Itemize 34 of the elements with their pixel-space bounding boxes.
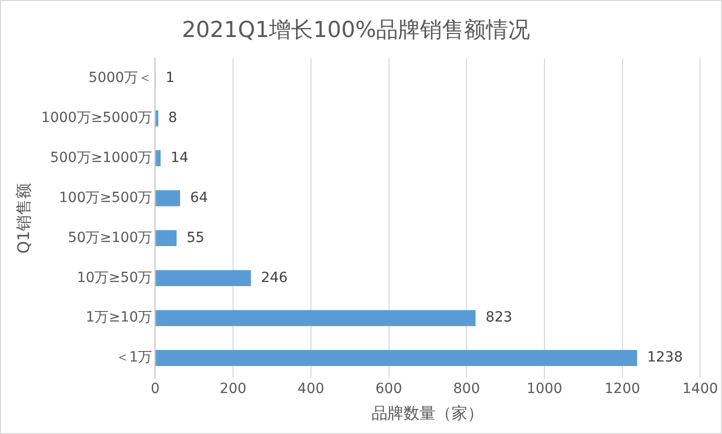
x-tick-label: 1200 xyxy=(604,381,640,398)
data-label: 14 xyxy=(170,150,189,166)
x-tick-label: 1000 xyxy=(526,381,562,398)
x-tick-label: 1400 xyxy=(682,381,718,398)
chart-title: 2021Q1增长100%品牌销售额情况 xyxy=(182,18,530,43)
y-axis-title: Q1销售额 xyxy=(14,182,33,254)
data-label: 55 xyxy=(186,230,204,246)
bar xyxy=(156,190,180,206)
x-tick-label: 200 xyxy=(220,381,246,398)
data-label: 64 xyxy=(190,190,208,206)
y-tick-label: 10万≥50万 xyxy=(76,270,152,286)
bar xyxy=(156,310,476,326)
data-label: 823 xyxy=(486,310,512,326)
x-axis-title: 品牌数量（家） xyxy=(372,404,484,423)
y-tick-label: 50万≥100万 xyxy=(68,230,152,246)
bar xyxy=(156,350,638,366)
x-tick-label: 600 xyxy=(375,381,402,398)
y-tick-label: 500万≥1000万 xyxy=(50,150,152,166)
bar xyxy=(156,110,158,126)
x-tick-label: 800 xyxy=(453,381,480,398)
data-label: 1238 xyxy=(647,350,683,366)
x-tick-label: 400 xyxy=(298,381,324,398)
y-tick-label: ＜1万 xyxy=(115,350,152,366)
data-label: 1 xyxy=(166,70,174,86)
bar xyxy=(156,270,251,286)
y-tick-label: 5000万＜ xyxy=(88,70,152,86)
y-tick-label: 100万≥500万 xyxy=(59,190,152,206)
bar xyxy=(156,230,177,246)
data-label: 246 xyxy=(260,270,288,286)
data-label: 8 xyxy=(168,110,178,126)
x-tick-label: 0 xyxy=(150,381,160,398)
y-tick-label: 1000万≥5000万 xyxy=(41,110,152,126)
y-tick-label: 1万≥10万 xyxy=(86,310,152,326)
bar xyxy=(156,150,161,166)
